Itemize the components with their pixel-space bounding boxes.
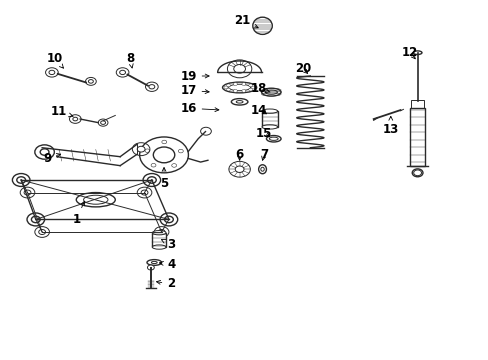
Ellipse shape	[264, 90, 277, 94]
Circle shape	[164, 216, 173, 223]
Circle shape	[40, 149, 49, 155]
Ellipse shape	[269, 137, 278, 140]
Ellipse shape	[266, 135, 281, 142]
Bar	[409, 108, 425, 166]
Circle shape	[224, 86, 227, 89]
Text: 12: 12	[401, 46, 418, 59]
Circle shape	[17, 177, 25, 183]
Text: 2: 2	[156, 278, 175, 291]
Circle shape	[147, 177, 156, 183]
Circle shape	[226, 88, 230, 91]
Circle shape	[31, 216, 40, 223]
Ellipse shape	[222, 82, 256, 93]
Circle shape	[242, 89, 245, 92]
Ellipse shape	[252, 17, 272, 35]
Circle shape	[39, 229, 45, 234]
Circle shape	[141, 190, 148, 195]
Text: 19: 19	[180, 69, 209, 82]
Bar	[152, 233, 165, 247]
Circle shape	[88, 80, 93, 83]
Circle shape	[145, 149, 149, 153]
Ellipse shape	[152, 245, 165, 249]
Text: 6: 6	[235, 148, 243, 161]
Text: 16: 16	[180, 102, 219, 115]
Text: 8: 8	[125, 51, 134, 68]
Circle shape	[235, 166, 244, 172]
Ellipse shape	[76, 193, 115, 207]
Circle shape	[49, 70, 55, 75]
Ellipse shape	[411, 169, 422, 177]
Text: 7: 7	[260, 148, 267, 161]
Circle shape	[171, 164, 176, 167]
Circle shape	[248, 88, 252, 91]
Text: 18: 18	[250, 82, 269, 95]
Circle shape	[162, 140, 166, 144]
Text: 3: 3	[161, 238, 175, 251]
Circle shape	[24, 190, 31, 195]
Ellipse shape	[228, 84, 250, 91]
Circle shape	[137, 146, 145, 152]
Ellipse shape	[147, 260, 161, 265]
Text: 15: 15	[255, 127, 272, 140]
Circle shape	[413, 170, 421, 176]
Text: 20: 20	[294, 62, 310, 75]
Ellipse shape	[152, 230, 165, 235]
Circle shape	[158, 229, 164, 234]
Ellipse shape	[258, 165, 266, 174]
Ellipse shape	[412, 51, 421, 54]
Text: 17: 17	[180, 84, 209, 97]
Ellipse shape	[83, 195, 108, 204]
Bar	[410, 100, 423, 108]
Ellipse shape	[236, 100, 243, 103]
Circle shape	[248, 84, 252, 87]
Text: 14: 14	[250, 104, 267, 117]
Circle shape	[120, 70, 125, 75]
Ellipse shape	[262, 109, 277, 113]
Circle shape	[147, 265, 154, 270]
Circle shape	[233, 89, 237, 92]
Circle shape	[233, 64, 245, 73]
Text: 11: 11	[51, 105, 73, 118]
Circle shape	[178, 149, 183, 153]
Ellipse shape	[231, 99, 247, 105]
Circle shape	[149, 85, 155, 89]
Text: 10: 10	[46, 51, 63, 68]
Text: 13: 13	[382, 116, 398, 136]
Ellipse shape	[261, 88, 281, 96]
Ellipse shape	[262, 125, 277, 129]
Circle shape	[233, 83, 237, 86]
Ellipse shape	[151, 261, 157, 264]
Circle shape	[200, 127, 211, 135]
Circle shape	[101, 121, 105, 125]
Text: 9: 9	[43, 152, 61, 165]
Text: 21: 21	[233, 14, 258, 28]
Circle shape	[226, 84, 230, 87]
Bar	[262, 111, 277, 127]
Circle shape	[242, 83, 245, 86]
Text: 4: 4	[159, 258, 175, 271]
Circle shape	[73, 117, 78, 121]
Text: 1: 1	[72, 201, 84, 226]
Text: 5: 5	[160, 167, 168, 190]
Ellipse shape	[260, 167, 264, 171]
Circle shape	[251, 86, 255, 89]
Circle shape	[151, 163, 156, 167]
Circle shape	[153, 147, 174, 163]
